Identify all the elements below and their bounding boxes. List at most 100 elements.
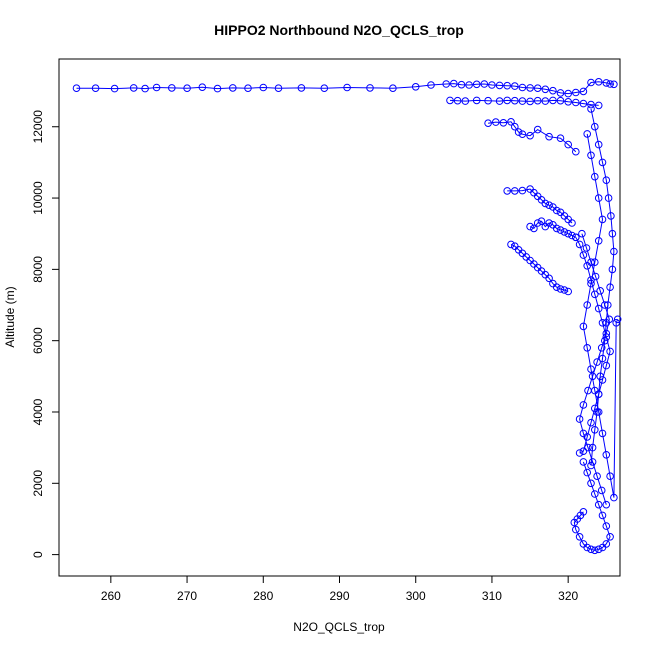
data-point [518,97,527,105]
data-point [507,240,515,249]
data-point [480,80,489,88]
series-line [573,461,611,551]
data-point [526,131,534,140]
series-line [575,237,611,454]
data-point [604,194,613,202]
data-point [495,97,504,105]
data-point [587,105,595,113]
data-point [556,285,565,293]
data-point [530,224,538,233]
data-point [596,287,605,295]
y-tick-label: 2000 [31,470,45,497]
data-point [549,96,557,105]
data-point [552,283,561,292]
data-point [564,89,573,98]
data-point [579,99,588,108]
data-point [366,84,374,92]
data-point [213,84,222,93]
x-tick-label: 300 [406,589,426,603]
data-point [556,96,565,105]
data-point [575,449,584,457]
data-point [591,272,600,281]
data-point [606,472,614,481]
y-tick-label: 8000 [31,256,45,283]
data-point [602,176,611,184]
data-point [594,500,603,509]
data-point [556,226,565,234]
data-point [602,522,611,530]
data-point [533,84,542,92]
data-point [472,96,481,105]
series-line [579,233,610,505]
data-point [587,365,595,374]
data-point [591,426,599,434]
data-point [411,83,420,91]
data-point [605,315,614,324]
data-point [594,408,603,416]
data-point [587,461,595,470]
data-point [541,97,550,105]
data-point [587,545,595,554]
data-point [518,130,527,138]
data-point [606,283,614,292]
data-point [545,132,553,141]
data-point [591,172,599,181]
data-point [598,543,607,552]
data-point [608,229,617,238]
data-point [601,301,609,309]
data-point [533,125,542,134]
data-point [584,443,592,452]
data-point [545,274,553,283]
data-point [526,97,534,106]
data-point [594,101,603,110]
data-point [579,508,588,516]
data-point [518,83,527,92]
data-point [72,84,81,92]
data-point [579,458,588,466]
data-point [545,219,553,227]
data-point [587,151,595,160]
data-point [229,84,237,92]
x-tick-label: 310 [482,589,502,603]
data-point [552,224,561,233]
data-point [461,97,470,105]
y-tick-label: 4000 [31,398,45,425]
data-point [564,287,573,296]
data-point [594,237,603,245]
data-point [597,486,606,495]
data-point [575,415,584,423]
data-point [591,490,599,498]
x-tick-label: 320 [558,589,578,603]
data-point [584,386,592,395]
data-series [570,458,614,555]
data-point [91,84,100,92]
data-point [442,80,451,88]
data-point [579,322,588,331]
data-point [593,472,601,481]
data-point [453,96,462,105]
data-point [602,79,611,87]
data-point [588,372,597,381]
data-point [110,84,119,93]
data-point [588,458,597,466]
data-point [602,361,611,370]
data-point [511,122,519,131]
data-point [594,545,603,554]
data-point [141,84,149,93]
data-point [518,186,527,195]
data-point [549,86,557,95]
plot-frame [58,58,621,577]
data-series [526,217,580,242]
data-point [560,228,569,236]
data-point [591,546,599,555]
data-point [587,279,595,288]
data-point [591,290,599,299]
data-point [560,286,569,294]
data-point [598,429,607,438]
data-point [602,500,611,509]
y-tick-label: 0 [31,551,45,558]
data-point [610,247,618,256]
data-point [389,84,397,92]
data-point [274,84,283,92]
